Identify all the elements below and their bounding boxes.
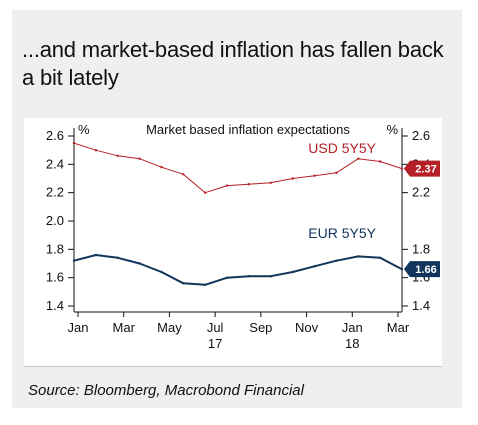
x-tick-label: Mar [387,320,410,335]
data-point-usd [378,160,382,163]
y-unit-right: % [386,122,398,137]
data-point-eur [160,270,163,274]
data-point-eur [225,276,229,279]
data-point-usd [138,157,141,160]
headline: ...and market-based inflation has fallen… [22,37,444,90]
data-point-usd [116,154,119,157]
data-point-usd [94,149,98,152]
chart-title: Market based inflation expectations [146,122,350,137]
x-tick-label: Sep [249,320,272,335]
series-label-usd: USD 5Y5Y [308,140,376,156]
y-tick-label-left: 2.6 [46,128,64,143]
y-tick-label-left: 1.4 [46,298,64,313]
x-tick-label: Jan [342,320,363,335]
series-line-usd [73,142,403,194]
source-note: Source: Bloomberg, Macrobond Financial [28,382,304,399]
data-point-eur [335,259,338,262]
y-tick-label-right: 2.6 [412,128,430,143]
last-value-label-usd: 2.37 [415,164,436,176]
data-point-usd [291,177,294,180]
data-point-eur [138,262,141,265]
data-point-usd [160,166,163,169]
data-point-usd [269,181,272,184]
last-value-label-eur: 1.66 [415,264,436,276]
data-point-eur [357,255,360,258]
data-point-usd [400,167,404,170]
x-tick-label: Nov [295,320,319,335]
data-point-eur [378,256,382,259]
data-point-usd [357,157,360,160]
series-lines [72,141,404,286]
data-point-eur [313,265,316,268]
data-point-eur [247,275,251,278]
y-tick-label-left: 1.6 [46,270,64,285]
y-tick-label-left: 2.0 [46,213,64,228]
y-tick-label-right: 1.4 [412,298,430,313]
data-point-usd [313,174,316,177]
y-tick-label-left: 1.8 [46,241,64,256]
chart-labels: % % Market based inflation expectations USD… [78,122,440,278]
x-year-label: 18 [345,336,359,351]
data-point-eur [72,259,76,262]
chart-card: ...and market-based inflation has fallen… [12,10,462,408]
y-tick-label-right: 1.8 [412,241,430,256]
data-point-usd [247,183,251,186]
data-point-usd [335,171,338,174]
y-tick-label-left: 2.4 [46,156,64,171]
y-unit-left: % [78,122,90,137]
data-point-eur [116,256,119,259]
x-tick-label: Jul [207,320,224,335]
last-value-badge-eur [404,261,440,278]
data-point-eur [204,283,207,286]
x-year-label: 17 [208,336,222,351]
data-point-eur [94,253,98,257]
plot-area: 1.41.61.82.02.22.42.61.41.61.82.22.42.6J… [24,118,442,366]
series-label-eur: EUR 5Y5Y [308,225,376,241]
x-tick-label: Mar [113,320,136,335]
data-point-eur [291,270,294,274]
data-point-eur [182,282,185,285]
data-point-usd [225,184,229,187]
line-chart: 1.41.61.82.02.22.42.61.41.61.82.22.42.6J… [46,122,440,351]
y-tick-label-right: 2.2 [412,185,430,200]
x-tick-label: May [157,320,182,335]
divider [24,366,442,367]
data-point-usd [72,141,76,145]
axes: 1.41.61.82.02.22.42.61.41.61.82.22.42.6J… [46,128,430,351]
data-point-eur [400,268,404,271]
data-point-usd [204,191,207,194]
y-tick-label-left: 2.2 [46,185,64,200]
x-tick-label: Jan [68,320,89,335]
data-point-usd [182,173,185,176]
series-line-eur [73,254,403,286]
last-value-badge-usd [404,160,440,177]
data-point-eur [269,275,272,278]
